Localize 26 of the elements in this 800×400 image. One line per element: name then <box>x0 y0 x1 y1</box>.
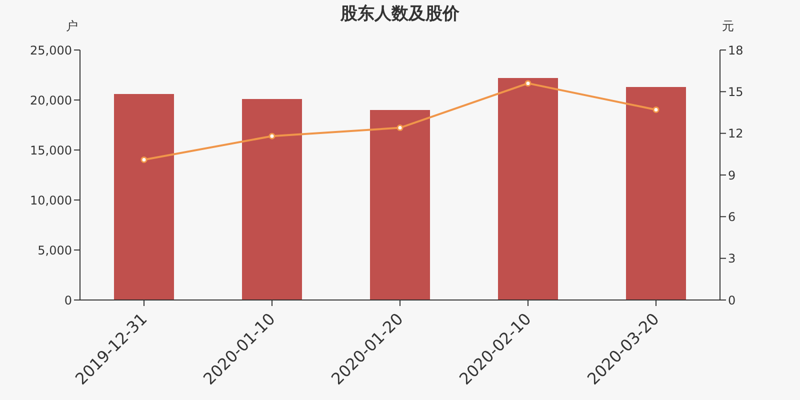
y-tick-label: 10,000 <box>30 193 72 208</box>
y2-tick-label: 9 <box>728 168 736 182</box>
y2-tick-label: 12 <box>728 126 744 141</box>
point <box>524 80 532 87</box>
bar <box>626 87 686 300</box>
bar <box>498 78 558 300</box>
bar <box>114 94 174 300</box>
chart-title: 股东人数及股价 <box>340 4 460 24</box>
point <box>396 124 404 132</box>
y2-tick-label: 3 <box>728 252 736 266</box>
y-tick-label: 5,000 <box>38 243 72 258</box>
bar <box>370 110 430 300</box>
point <box>268 132 276 140</box>
point <box>140 156 148 163</box>
y2-tick-label: 6 <box>728 210 736 224</box>
y2-tick-label: 15 <box>728 84 744 99</box>
y2-axis-title: 元 <box>722 19 734 33</box>
y-tick-label: 20,000 <box>30 93 72 108</box>
y-tick-label: 15,000 <box>30 143 72 158</box>
y-tick-label: 0 <box>64 293 72 308</box>
y2-tick-label: 18 <box>728 43 744 58</box>
y2-tick-label: 0 <box>728 293 736 308</box>
y-tick-label: 25,000 <box>30 43 72 58</box>
point <box>652 106 660 113</box>
y-axis-title: 户 <box>66 19 78 33</box>
bar <box>242 99 302 300</box>
